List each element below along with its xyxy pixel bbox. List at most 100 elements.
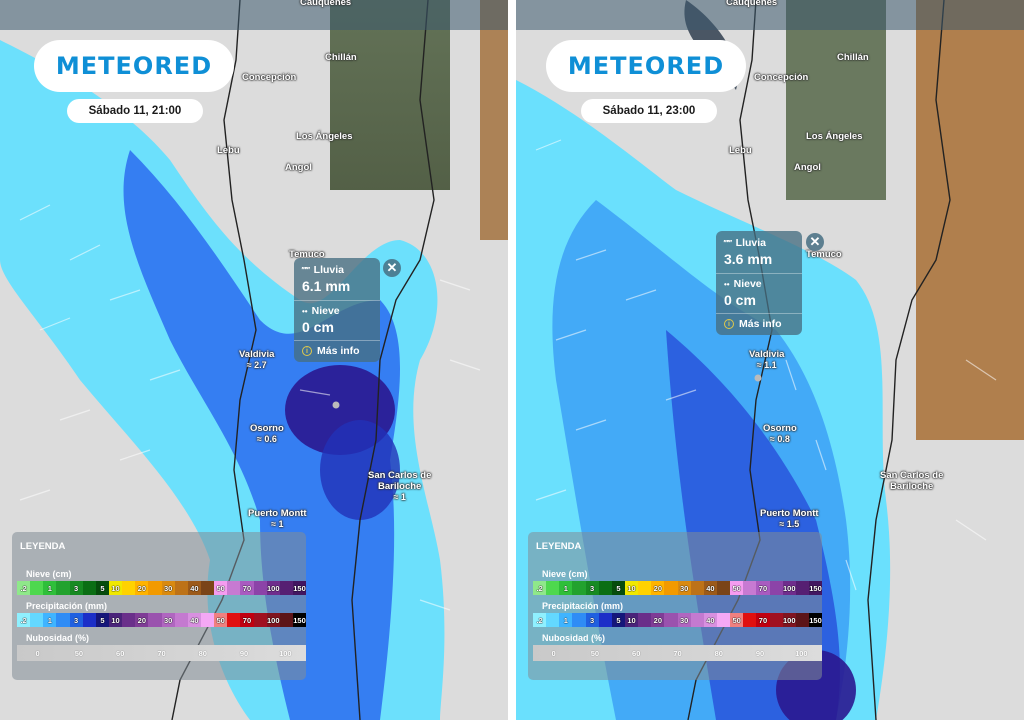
scale-swatch: 3 (69, 581, 83, 595)
cloud-scale-label: Nubosidad (%) (542, 633, 605, 643)
city-label: Osorno ≈ 0.8 (763, 423, 797, 444)
meteored-logo[interactable]: METEORED (34, 40, 234, 92)
scale-swatch: 3 (69, 613, 83, 627)
scale-swatch: 100 (266, 613, 280, 627)
logo-text: METEORED (55, 52, 213, 80)
cloud-scale-label: Nubosidad (%) (26, 633, 89, 643)
city-label: Chillán (837, 52, 869, 63)
city-label: Temuco (289, 249, 325, 260)
scale-swatch: 20 (135, 613, 149, 627)
map-panel-left[interactable]: Cauquenes METEORED Sábado 11, 21:00 Chil… (0, 0, 508, 720)
legend-title: LEYENDA (20, 541, 66, 552)
precip-scale-label: Precipitación (mm) (26, 601, 108, 611)
scale-swatch: 5 (95, 581, 109, 595)
city-label: San Carlos de Bariloche ≈ 1 (368, 470, 432, 502)
scale-swatch (253, 613, 267, 627)
scale-tick: 50 (74, 648, 84, 658)
snow-value: 0 cm (724, 292, 756, 308)
scale-swatch (690, 613, 704, 627)
precip-scale: .2 1 3 5 10 20 30 40 50 70 100 150 (533, 613, 823, 627)
scale-swatch: .2 (533, 581, 547, 595)
city-label: Angol (285, 162, 312, 173)
rain-label: Lluvia (735, 237, 767, 249)
scale-tick: 80 (198, 648, 207, 658)
scale-swatch (769, 581, 783, 595)
scale-swatch: 1 (43, 581, 57, 595)
scale-swatch (769, 613, 783, 627)
city-label: Valdivia ≈ 2.7 (239, 349, 275, 370)
rain-icon: ‴‴ (724, 239, 732, 248)
scale-swatch (56, 581, 70, 595)
divider (294, 300, 380, 301)
weather-map-left[interactable] (0, 0, 508, 720)
scale-swatch: 50 (214, 581, 228, 595)
scale-swatch: .2 (17, 581, 31, 595)
scale-swatch: 70 (240, 581, 254, 595)
scale-swatch: 30 (161, 581, 175, 595)
info-icon: i (724, 319, 734, 329)
top-bar (0, 0, 508, 30)
scale-swatch (82, 581, 96, 595)
snow-label: Nieve (733, 278, 762, 290)
city-label: Angol (794, 162, 821, 173)
scale-swatch: 5 (95, 613, 109, 627)
scale-swatch (122, 581, 136, 595)
scale-swatch (30, 581, 44, 595)
city-label: Cauquenes (726, 0, 778, 8)
legend-title: LEYENDA (536, 541, 582, 552)
scale-swatch: 70 (756, 581, 770, 595)
scale-swatch (716, 581, 731, 595)
scale-swatch: .2 (17, 613, 31, 627)
precip-scale: .2 1 3 5 10 20 30 40 50 70 100 150 (17, 613, 307, 627)
scale-swatch (227, 581, 241, 595)
snow-scale: .2 1 3 5 10 20 30 40 50 70 100 150 (533, 581, 823, 595)
city-label: Concepción (754, 72, 809, 83)
more-info-link[interactable]: i Más info (302, 345, 360, 357)
scale-swatch: .2 (533, 613, 547, 627)
scale-swatch: 20 (135, 581, 149, 595)
scale-tick: 70 (157, 648, 166, 658)
precip-scale-label: Precipitación (mm) (542, 601, 624, 611)
scale-tick: 80 (714, 648, 723, 658)
more-info-link[interactable]: i Más info (724, 318, 782, 330)
scale-swatch (279, 613, 293, 627)
scale-swatch (148, 581, 162, 595)
scale-swatch (227, 613, 241, 627)
scale-swatch: 150 (292, 613, 307, 627)
scale-swatch (664, 613, 678, 627)
scale-swatch (279, 581, 293, 595)
snow-value: 0 cm (302, 319, 334, 335)
scale-swatch: 10 (108, 613, 123, 627)
scale-swatch: 5 (611, 581, 625, 595)
map-panel-right[interactable]: Cauquenes METEORED Sábado 11, 23:00 Chil… (516, 0, 1024, 720)
scale-swatch (546, 613, 560, 627)
meteored-logo[interactable]: METEORED (546, 40, 746, 92)
scale-swatch (743, 613, 757, 627)
scale-swatch (174, 581, 188, 595)
scale-swatch (572, 613, 586, 627)
point-info-popup: ‴‴ Lluvia 6.1 mm •• Nieve 0 cm i Más info (294, 258, 380, 362)
city-label: Concepción (242, 72, 297, 83)
divider (294, 340, 380, 341)
datetime-badge: Sábado 11, 21:00 (67, 99, 203, 123)
logo-text: METEORED (567, 52, 725, 80)
scale-swatch: 1 (559, 613, 573, 627)
scale-swatch (638, 581, 652, 595)
close-popup-button[interactable]: ✕ (383, 259, 401, 277)
scale-swatch: 1 (43, 613, 57, 627)
snow-scale: .2 1 3 5 10 20 30 40 50 70 100 150 (17, 581, 307, 595)
close-popup-button[interactable]: ✕ (806, 233, 824, 251)
scale-swatch: 30 (677, 581, 691, 595)
scale-swatch: 50 (730, 581, 744, 595)
scale-tick: 60 (116, 648, 125, 658)
scale-swatch (598, 613, 612, 627)
scale-swatch (200, 581, 215, 595)
point-info-popup: ‴‴ Lluvia 3.6 mm •• Nieve 0 cm i Más info (716, 231, 802, 335)
rain-label: Lluvia (313, 264, 345, 276)
scale-swatch (664, 581, 678, 595)
scale-swatch (546, 581, 560, 595)
scale-tick: 0 (35, 648, 40, 658)
rain-icon: ‴‴ (302, 266, 310, 275)
scale-swatch (30, 613, 44, 627)
